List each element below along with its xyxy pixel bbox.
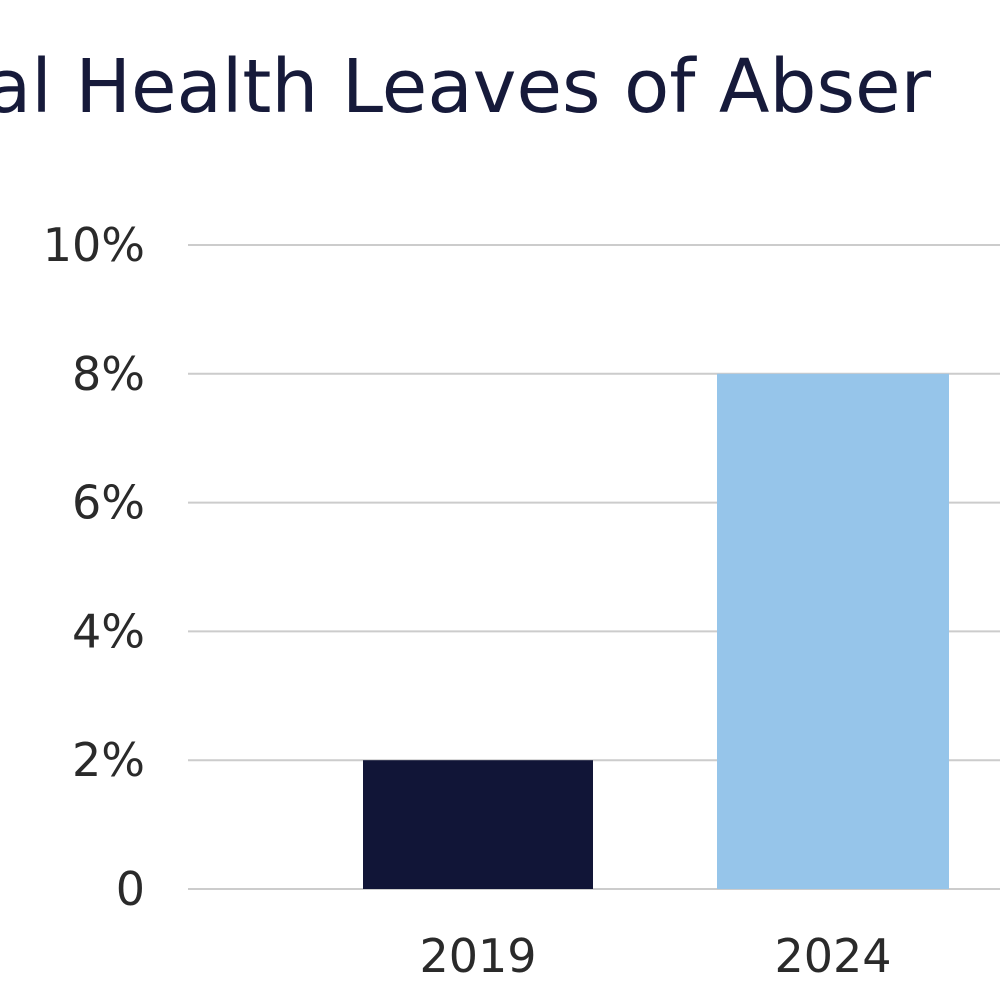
x-tick-label-2024: 2024: [774, 929, 891, 983]
y-tick-label: 4%: [72, 604, 145, 658]
y-tick-label: 0: [116, 862, 145, 916]
y-tick-label: 10%: [43, 218, 145, 272]
chart-title: ntal Health Leaves of Abser: [0, 44, 932, 130]
bar-2024: [717, 373, 949, 889]
y-tick-label: 8%: [72, 347, 145, 401]
x-tick-label-2019: 2019: [419, 929, 536, 983]
y-tick-label: 2%: [72, 733, 145, 787]
y-tick-label: 6%: [72, 476, 145, 530]
bar-2019: [363, 760, 593, 889]
